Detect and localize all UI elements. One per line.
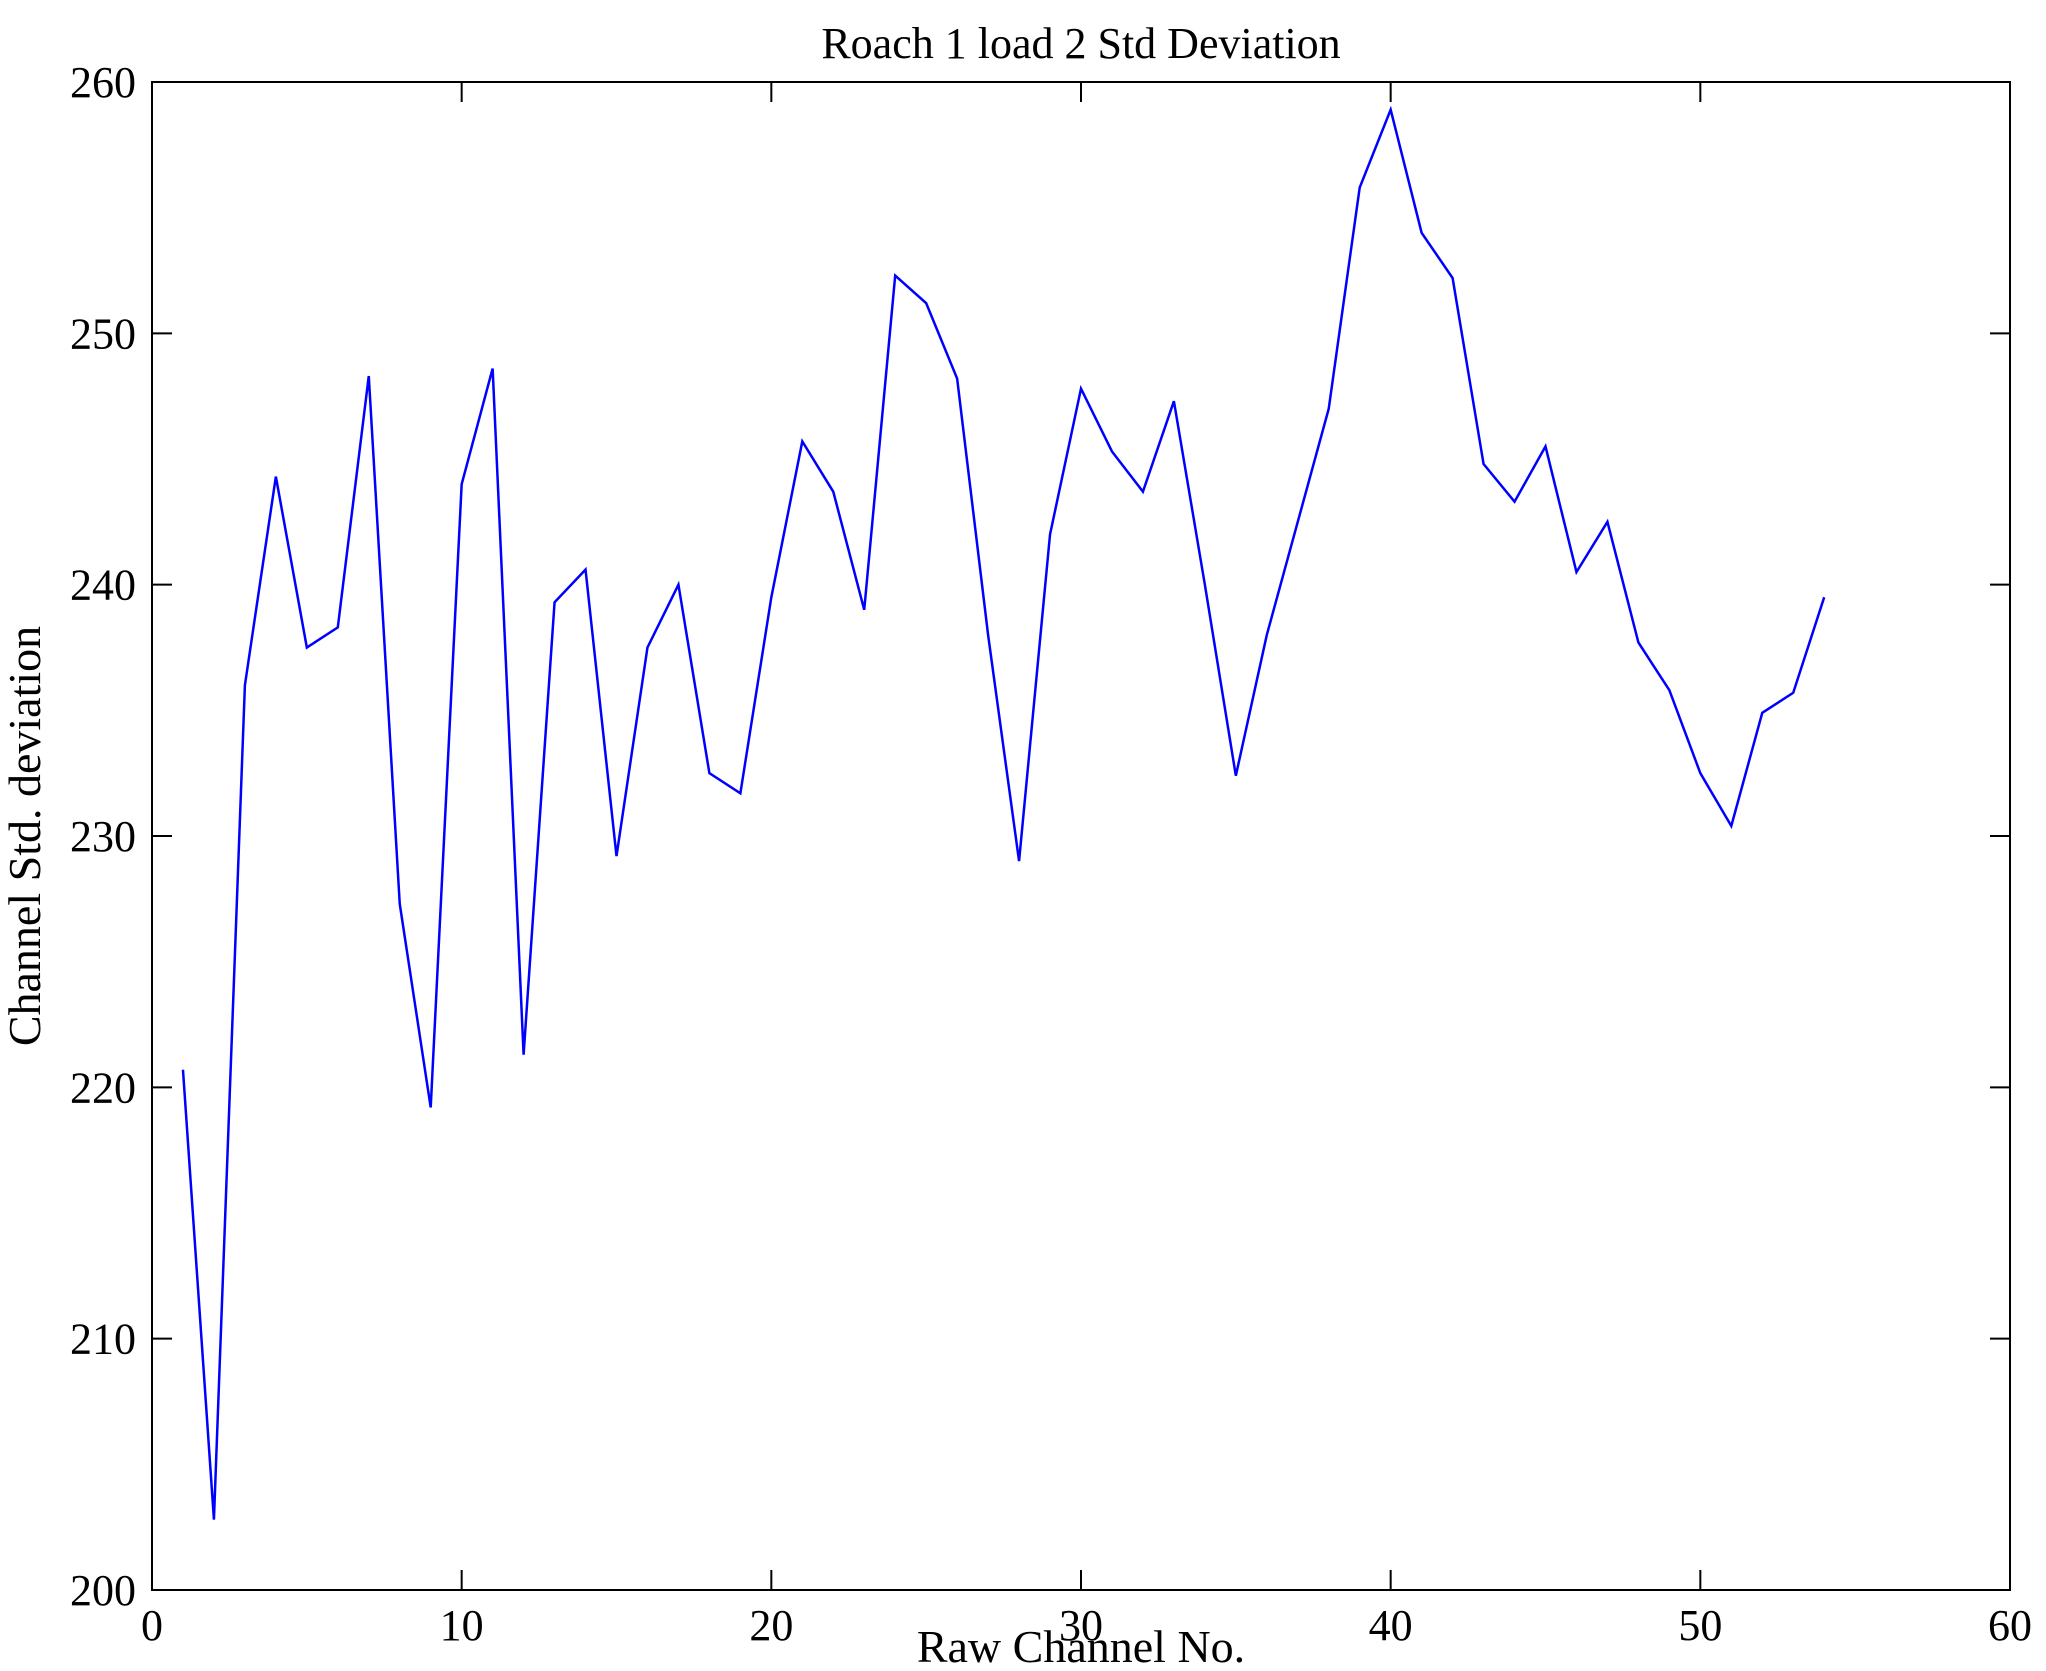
y-tick-label: 200	[70, 1566, 136, 1615]
x-tick-label: 40	[1369, 1601, 1413, 1650]
y-tick-label: 210	[70, 1315, 136, 1364]
y-tick-label: 220	[70, 1063, 136, 1112]
x-tick-label: 60	[1988, 1601, 2032, 1650]
chart-title: Roach 1 load 2 Std Deviation	[821, 19, 1340, 68]
x-tick-label: 0	[141, 1601, 163, 1650]
x-tick-label: 30	[1059, 1601, 1103, 1650]
y-axis-label: Channel Std. deviation	[0, 626, 50, 1046]
y-tick-label: 260	[70, 58, 136, 107]
data-line	[181, 105, 1826, 1520]
y-tick-label: 250	[70, 309, 136, 358]
plot-area: 0 10 20 30 40 50 60 200 210 220 230 240 250 260	[70, 58, 2032, 1650]
x-axis-label: Raw Channel No.	[917, 1621, 1245, 1671]
x-tick-label: 50	[1678, 1601, 1722, 1650]
plot-border	[151, 81, 2011, 1591]
x-tick-label: 10	[440, 1601, 484, 1650]
x-tick-label: 20	[749, 1601, 793, 1650]
y-tick-label: 230	[70, 812, 136, 861]
y-tick-label: 240	[70, 561, 136, 610]
